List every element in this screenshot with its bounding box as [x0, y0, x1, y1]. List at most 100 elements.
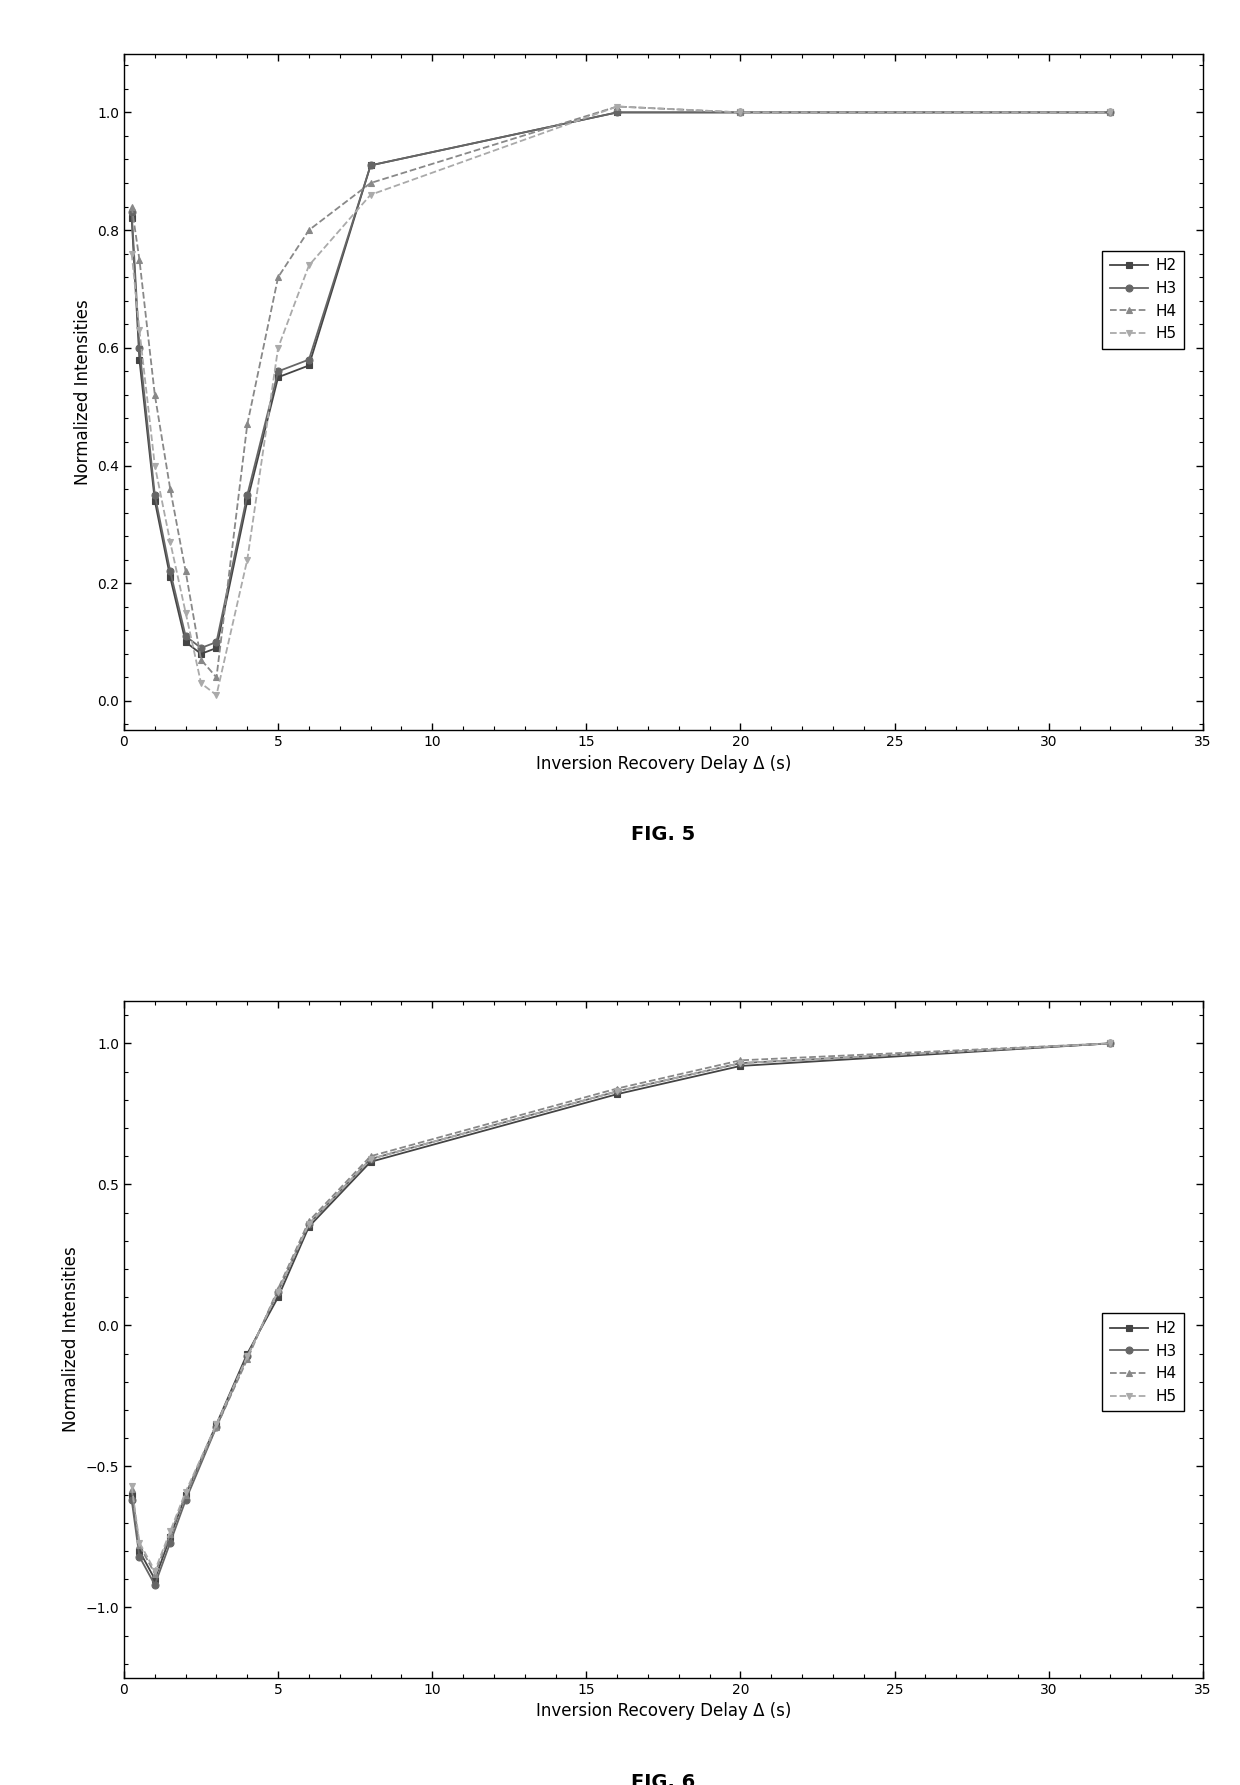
H5 — [210, 1414, 224, 1435]
Line: H2: H2 — [128, 1041, 1114, 1583]
H2 — [270, 366, 285, 387]
H5 — [363, 184, 378, 205]
H4 — [733, 102, 748, 123]
H2 — [1102, 1034, 1117, 1055]
Line: H5: H5 — [128, 104, 1114, 698]
H4 — [301, 220, 316, 241]
H5 — [162, 1521, 177, 1542]
H3 — [179, 1489, 193, 1510]
H4 — [239, 414, 254, 436]
H4 — [179, 1483, 193, 1505]
H4 — [301, 1210, 316, 1232]
Line: H4: H4 — [128, 104, 1114, 680]
H3 — [363, 155, 378, 177]
H3 — [131, 1546, 146, 1567]
H5 — [193, 673, 208, 694]
H2 — [301, 1216, 316, 1237]
H2 — [733, 1055, 748, 1076]
H4 — [363, 173, 378, 195]
H2 — [131, 1540, 146, 1562]
H5 — [270, 1282, 285, 1303]
Y-axis label: Normalized Intensities: Normalized Intensities — [62, 1246, 79, 1432]
Line: H2: H2 — [128, 109, 1114, 657]
H3 — [610, 102, 625, 123]
H2 — [148, 491, 162, 512]
Line: H5: H5 — [128, 1041, 1114, 1574]
H5 — [131, 320, 146, 341]
H4 — [270, 1278, 285, 1299]
H4 — [131, 1535, 146, 1557]
H4 — [162, 478, 177, 500]
H2 — [124, 207, 139, 228]
H4 — [162, 1523, 177, 1544]
H2 — [239, 1342, 254, 1364]
H5 — [162, 532, 177, 553]
H3 — [301, 1214, 316, 1235]
H5 — [124, 1476, 139, 1498]
H4 — [239, 1348, 254, 1369]
H3 — [1102, 102, 1117, 123]
H3 — [162, 560, 177, 582]
H2 — [210, 1414, 224, 1435]
H2 — [162, 1526, 177, 1548]
H5 — [270, 337, 285, 359]
H5 — [148, 1560, 162, 1582]
H3 — [148, 484, 162, 505]
H5 — [210, 684, 224, 705]
Text: FIG. 6: FIG. 6 — [631, 1773, 696, 1785]
Y-axis label: Normalized Intensities: Normalized Intensities — [73, 300, 92, 486]
H3 — [124, 1489, 139, 1510]
H3 — [733, 102, 748, 123]
H2 — [301, 355, 316, 377]
H5 — [148, 455, 162, 477]
H5 — [124, 243, 139, 264]
H4 — [733, 1050, 748, 1071]
H4 — [148, 384, 162, 405]
H3 — [239, 1346, 254, 1367]
H3 — [210, 632, 224, 653]
H2 — [610, 1083, 625, 1105]
H5 — [131, 1532, 146, 1553]
H5 — [733, 102, 748, 123]
H5 — [1102, 1034, 1117, 1055]
H5 — [610, 96, 625, 118]
H4 — [131, 248, 146, 270]
H5 — [301, 1214, 316, 1235]
Line: H3: H3 — [128, 109, 1114, 652]
H3 — [210, 1416, 224, 1437]
Legend: H2, H3, H4, H5: H2, H3, H4, H5 — [1102, 1314, 1184, 1412]
H2 — [193, 643, 208, 664]
H5 — [179, 1482, 193, 1503]
H3 — [193, 637, 208, 659]
H2 — [124, 1483, 139, 1505]
H3 — [239, 484, 254, 505]
H3 — [733, 1053, 748, 1075]
H4 — [210, 1416, 224, 1437]
H2 — [733, 102, 748, 123]
X-axis label: Inversion Recovery Delay Δ (s): Inversion Recovery Delay Δ (s) — [536, 1703, 791, 1721]
H2 — [270, 1287, 285, 1308]
H5 — [239, 1346, 254, 1367]
H4 — [124, 196, 139, 218]
Line: H4: H4 — [128, 1041, 1114, 1576]
H4 — [1102, 1034, 1117, 1055]
H4 — [124, 1478, 139, 1499]
H2 — [239, 491, 254, 512]
H4 — [363, 1146, 378, 1167]
H5 — [363, 1148, 378, 1169]
H3 — [162, 1532, 177, 1553]
H4 — [610, 96, 625, 118]
H3 — [363, 1148, 378, 1169]
H3 — [124, 202, 139, 223]
Text: FIG. 5: FIG. 5 — [631, 825, 696, 844]
H4 — [610, 1078, 625, 1100]
H4 — [270, 266, 285, 287]
H2 — [1102, 102, 1117, 123]
H3 — [270, 1282, 285, 1303]
H3 — [270, 361, 285, 382]
H3 — [148, 1574, 162, 1596]
H2 — [162, 566, 177, 587]
H3 — [1102, 1034, 1117, 1055]
H5 — [239, 550, 254, 571]
Line: H3: H3 — [128, 1041, 1114, 1589]
